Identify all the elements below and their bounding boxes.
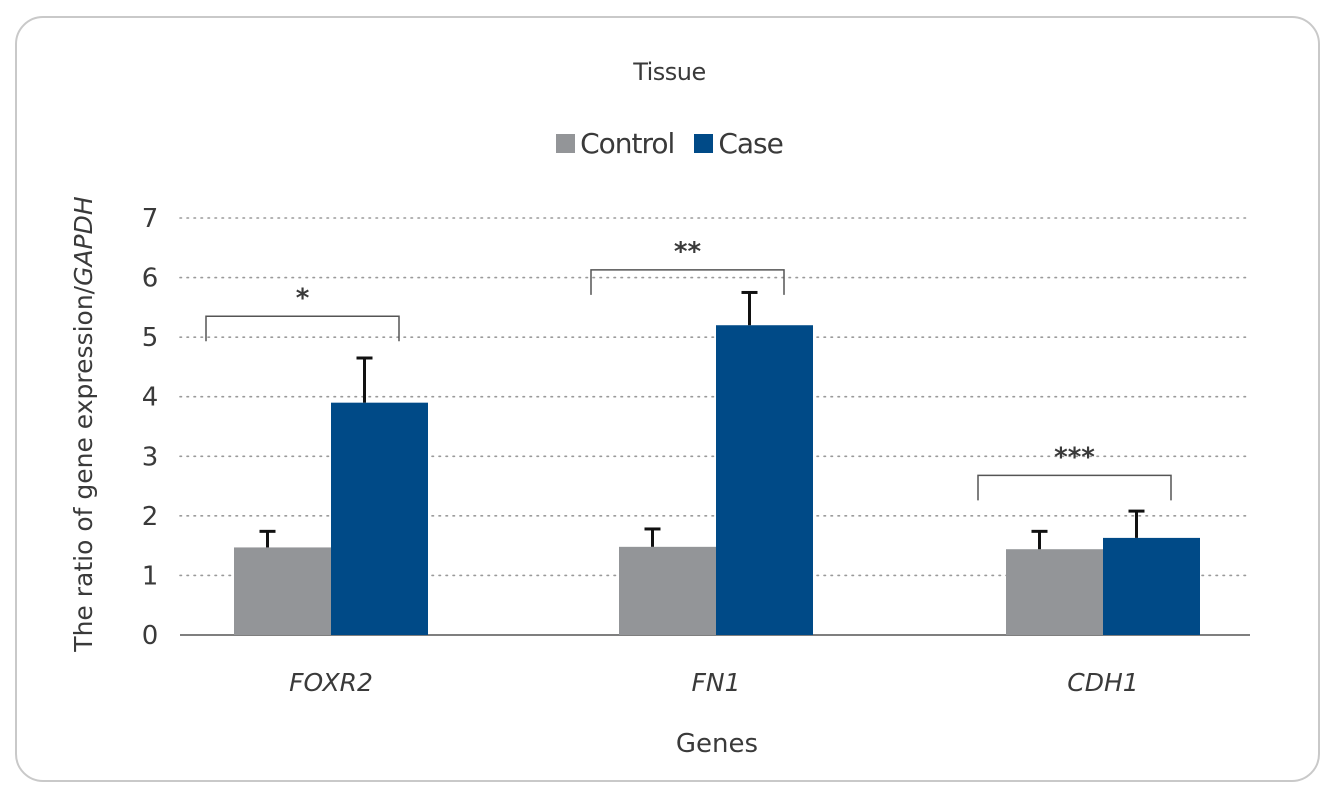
- significance-label: *: [296, 283, 310, 313]
- y-tick-label: 4: [142, 383, 159, 413]
- y-tick-label: 6: [142, 264, 159, 294]
- x-axis-title: Genes: [676, 729, 758, 759]
- legend-swatch-control: [556, 134, 576, 153]
- bar-case: [1103, 537, 1200, 635]
- y-axis-title-main: The ratio of gene expression/: [69, 285, 98, 652]
- significance-label: **: [674, 237, 702, 267]
- y-tick-label: 5: [142, 323, 159, 353]
- bar-control: [234, 547, 331, 635]
- y-axis-title-italic: GAPDH: [69, 196, 98, 286]
- y-tick-label: 0: [142, 621, 159, 651]
- legend-swatch-case: [694, 134, 714, 153]
- y-tick-label: 7: [142, 204, 159, 234]
- legend-label-control: Control: [580, 127, 675, 160]
- y-tick-label: 3: [142, 442, 159, 472]
- y-tick-label: 2: [142, 502, 159, 532]
- chart-frame: [15, 16, 1320, 782]
- bar-case: [331, 402, 428, 635]
- x-tick-label: FOXR2: [289, 668, 373, 697]
- legend-label-case: Case: [718, 127, 784, 160]
- chart-title: Tissue: [633, 58, 706, 86]
- bar-case: [716, 325, 813, 635]
- x-tick-label: CDH1: [1067, 668, 1138, 697]
- y-axis-title: The ratio of gene expression/GAPDH: [69, 196, 98, 653]
- significance-label: ***: [1054, 442, 1095, 472]
- legend-item-control: Control: [556, 127, 675, 160]
- legend-item-case: Case: [694, 127, 784, 160]
- bar-control: [1006, 549, 1103, 635]
- legend: Control Case: [0, 127, 1339, 160]
- significance-bracket: [977, 474, 1172, 501]
- x-tick-label: FN1: [692, 668, 741, 697]
- significance-bracket: [590, 269, 785, 295]
- y-tick-label: 1: [142, 561, 159, 591]
- significance-bracket: [205, 315, 400, 342]
- bar-control: [619, 546, 716, 635]
